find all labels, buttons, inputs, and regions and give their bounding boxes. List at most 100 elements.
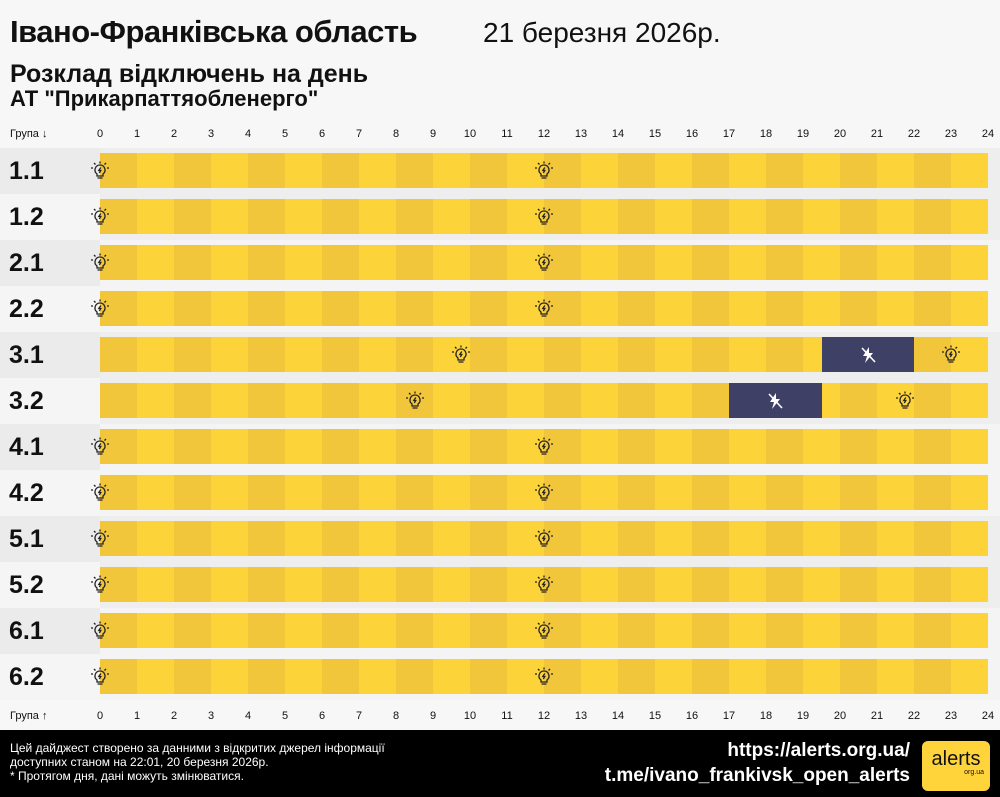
- power-on-segment: [322, 567, 359, 602]
- power-on-segment: [470, 659, 507, 694]
- power-on-segment: [914, 521, 951, 556]
- power-on-segment: [803, 291, 840, 326]
- power-on-segment: [285, 429, 322, 464]
- power-on-segment: [322, 383, 359, 418]
- lightbulb-icon: [535, 437, 553, 457]
- power-on-segment: [507, 245, 544, 280]
- power-on-segment: [692, 475, 729, 510]
- power-on-segment: [137, 337, 174, 372]
- hour-tick: 2: [170, 128, 178, 140]
- power-on-segment: [692, 153, 729, 188]
- hour-tick: 0: [96, 710, 104, 722]
- power-on-segment: [803, 659, 840, 694]
- power-on-segment: [618, 567, 655, 602]
- power-on-segment: [285, 153, 322, 188]
- lightbulb-icon: [895, 391, 914, 411]
- power-on-segment: [618, 613, 655, 648]
- hour-tick: 23: [944, 128, 958, 140]
- hour-tick: 15: [648, 128, 662, 140]
- power-on-segment: [618, 291, 655, 326]
- hour-tick: 4: [244, 710, 252, 722]
- schedule-date: 21 березня 2026р.: [483, 17, 721, 48]
- power-on-segment: [914, 153, 951, 188]
- power-on-segment: [359, 291, 396, 326]
- power-on-segment: [877, 521, 914, 556]
- hour-tick: 18: [759, 128, 773, 140]
- power-on-segment: [285, 245, 322, 280]
- power-on-segment: [692, 659, 729, 694]
- hour-tick: 18: [759, 710, 773, 722]
- power-on-segment: [655, 521, 692, 556]
- power-on-segment: [359, 245, 396, 280]
- power-on-segment: [914, 337, 951, 372]
- power-on-segment: [174, 521, 211, 556]
- footer-note-line: * Протягом дня, дані можуть змінюватися.: [10, 769, 244, 783]
- power-on-segment: [803, 521, 840, 556]
- power-on-segment: [914, 659, 951, 694]
- power-on-segment: [618, 429, 655, 464]
- power-on-segment: [951, 199, 988, 234]
- power-on-segment: [470, 613, 507, 648]
- lightbulb-icon: [535, 667, 553, 687]
- power-on-segment: [248, 475, 285, 510]
- power-on-segment: [100, 199, 137, 234]
- power-on-segment: [766, 567, 803, 602]
- lightbulb-icon: [535, 299, 553, 319]
- hour-tick: 6: [318, 128, 326, 140]
- hour-tick: 20: [833, 128, 847, 140]
- lightbulb-icon: [91, 437, 109, 457]
- power-on-segment: [692, 291, 729, 326]
- power-on-segment: [174, 613, 211, 648]
- hour-tick: 7: [355, 128, 363, 140]
- power-on-segment: [729, 199, 766, 234]
- power-on-segment: [951, 291, 988, 326]
- power-on-segment: [877, 153, 914, 188]
- hour-tick: 22: [907, 128, 921, 140]
- power-on-segment: [581, 521, 618, 556]
- group-label: 6.1: [0, 608, 100, 654]
- hour-tick: 5: [281, 710, 289, 722]
- hour-tick: 11: [501, 128, 513, 140]
- group-label: 5.1: [0, 516, 100, 562]
- lightbulb-icon: [91, 621, 109, 641]
- power-on-segment: [137, 521, 174, 556]
- hour-axis-top: Група ↓ 0 1 2 3 4 5 6 7 8 9 10 11 12 13 14 15 16 17 18 19 20…: [0, 124, 1000, 146]
- power-on-segment: [322, 199, 359, 234]
- power-on-segment: [803, 199, 840, 234]
- power-on-segment: [396, 429, 433, 464]
- power-on-segment: [359, 613, 396, 648]
- footer-note: Цей дайджест створено за данними з відкр…: [10, 741, 385, 783]
- power-on-segment: [433, 475, 470, 510]
- power-on-segment: [618, 383, 655, 418]
- power-on-segment: [914, 199, 951, 234]
- power-on-segment: [137, 567, 174, 602]
- power-on-segment: [655, 613, 692, 648]
- power-on-segment: [137, 475, 174, 510]
- hour-tick: 13: [574, 128, 588, 140]
- hour-tick: 3: [207, 128, 215, 140]
- power-on-segment: [211, 291, 248, 326]
- power-on-segment: [285, 521, 322, 556]
- power-on-segment: [396, 245, 433, 280]
- telegram-link[interactable]: t.me/ivano_frankivsk_open_alerts: [604, 765, 910, 786]
- power-on-segment: [248, 291, 285, 326]
- power-on-segment: [618, 475, 655, 510]
- lightbulb-icon: [535, 253, 553, 273]
- group-row: 5.2: [0, 562, 1000, 608]
- power-on-segment: [655, 659, 692, 694]
- power-on-segment: [470, 429, 507, 464]
- power-on-segment: [507, 521, 544, 556]
- power-on-segment: [766, 245, 803, 280]
- power-on-segment: [322, 613, 359, 648]
- power-on-segment: [248, 429, 285, 464]
- power-on-segment: [544, 521, 581, 556]
- power-on-segment: [285, 337, 322, 372]
- power-on-segment: [174, 567, 211, 602]
- power-on-segment: [877, 291, 914, 326]
- power-on-segment: [581, 337, 618, 372]
- power-on-segment: [211, 659, 248, 694]
- power-on-segment: [914, 245, 951, 280]
- site-link[interactable]: https://alerts.org.ua/: [727, 740, 910, 761]
- hour-tick: 11: [501, 710, 513, 722]
- lightbulb-icon: [535, 483, 553, 503]
